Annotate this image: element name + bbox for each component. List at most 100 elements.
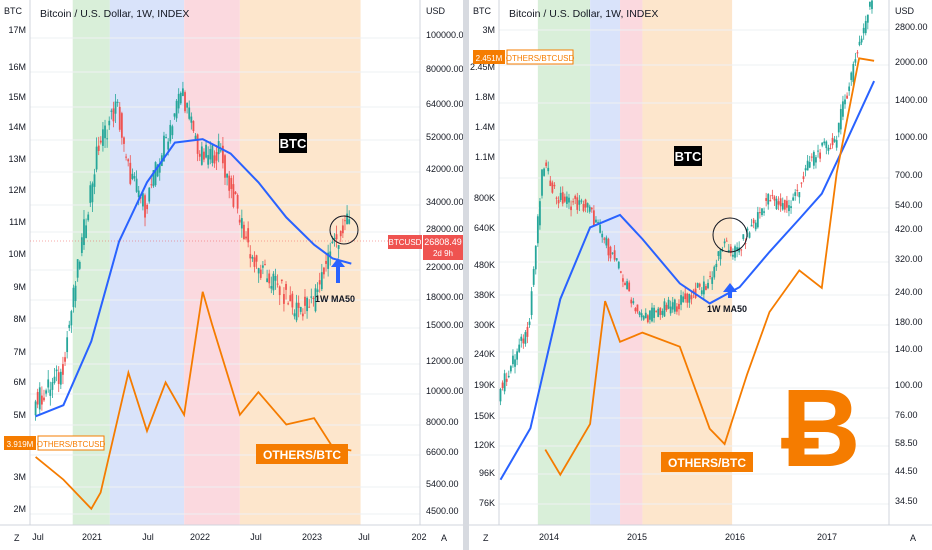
others-label: OTHERS/BTC bbox=[668, 456, 746, 470]
candle-body bbox=[690, 295, 693, 300]
right-chart-panel[interactable]: 3M 2.45M 1.8M 1.4M 1.1M 800K 640K 480K 380K 300K 2… bbox=[469, 0, 932, 550]
candle-body bbox=[661, 310, 664, 315]
candle-body bbox=[729, 246, 732, 254]
candle-body bbox=[226, 173, 229, 178]
candle-body bbox=[590, 207, 593, 210]
others-name-tag bbox=[506, 49, 574, 65]
right-tick-label: 34000.00 bbox=[426, 197, 463, 207]
left-chart[interactable]: 17M16M15M14M13M12M11M10M9M8M7M6M5M4M3M2M… bbox=[0, 0, 463, 550]
left-corner-badge[interactable]: Z bbox=[14, 533, 20, 543]
candle-body bbox=[133, 176, 136, 179]
candle-body bbox=[727, 249, 730, 253]
right-tick-label: 64000.00 bbox=[426, 99, 463, 109]
candle-body bbox=[188, 107, 191, 119]
candle-body bbox=[829, 148, 832, 150]
candle-body bbox=[802, 176, 805, 180]
candle-body bbox=[576, 197, 579, 210]
candle-body bbox=[638, 312, 641, 315]
candle-body bbox=[649, 310, 651, 320]
left-tick-label: 6M bbox=[13, 377, 26, 387]
candle-body bbox=[108, 120, 111, 126]
panel-divider[interactable] bbox=[463, 0, 469, 550]
candle-body bbox=[555, 197, 558, 199]
candle-body bbox=[592, 210, 595, 226]
candle-body bbox=[705, 286, 707, 290]
candle-body bbox=[566, 196, 568, 204]
candle-body bbox=[112, 108, 115, 122]
x-tick-label: 2014 bbox=[539, 532, 559, 542]
right-axis-unit: USD bbox=[895, 6, 915, 16]
candle-body bbox=[278, 286, 281, 296]
right-tick-label: 58.50 bbox=[895, 438, 918, 448]
candle-body bbox=[289, 295, 292, 302]
candle-body bbox=[257, 268, 260, 274]
left-tick-label: 2.45M bbox=[470, 62, 495, 72]
highlight-circle bbox=[712, 217, 748, 253]
candle-body bbox=[792, 197, 795, 201]
candle-body bbox=[740, 249, 743, 251]
candle-body bbox=[871, 0, 873, 10]
others-value-tag bbox=[473, 50, 505, 64]
candle-body bbox=[118, 106, 121, 130]
candle-body bbox=[723, 241, 726, 244]
candle-body bbox=[255, 255, 258, 262]
candle-body bbox=[228, 175, 231, 191]
left-axis-unit: BTC bbox=[4, 6, 23, 16]
candle-body bbox=[686, 293, 689, 303]
candle-body bbox=[570, 206, 572, 211]
candle-body bbox=[266, 278, 268, 283]
candle-body bbox=[158, 163, 161, 173]
candle-body bbox=[765, 198, 768, 201]
candle-body bbox=[659, 307, 662, 315]
left-corner-badge[interactable]: Z bbox=[483, 533, 489, 543]
candle-body bbox=[95, 146, 98, 170]
price-tag-value-box bbox=[423, 235, 463, 260]
candle-body bbox=[129, 162, 132, 184]
others-value-text: 2.451M bbox=[476, 54, 503, 63]
candle-body bbox=[597, 222, 599, 224]
candle-body bbox=[287, 303, 290, 305]
right-tick-label: 34.50 bbox=[895, 496, 918, 506]
ma-arrow-head bbox=[331, 258, 345, 267]
candle-body bbox=[819, 152, 821, 159]
candle-body bbox=[207, 155, 210, 165]
candle-body bbox=[49, 389, 52, 396]
candle-body bbox=[123, 137, 125, 144]
left-tick-label: 10M bbox=[8, 249, 26, 259]
right-corner-badge[interactable]: A bbox=[910, 533, 916, 543]
candle-body bbox=[549, 180, 552, 187]
candle-body bbox=[268, 273, 271, 284]
candle-body bbox=[40, 395, 43, 405]
candle-body bbox=[601, 233, 604, 238]
candle-body bbox=[561, 192, 564, 204]
candle-body bbox=[653, 307, 655, 318]
candle-body bbox=[678, 303, 680, 310]
left-tick-label: 640K bbox=[474, 223, 495, 233]
right-tick-label: 320.00 bbox=[895, 254, 923, 264]
candle-body bbox=[341, 225, 344, 234]
right-tick-label: 18000.00 bbox=[426, 292, 463, 302]
candle-body bbox=[219, 150, 222, 152]
candle-body bbox=[624, 283, 626, 286]
x-tick-label: Jul bbox=[250, 532, 262, 542]
left-tick-label: 3M bbox=[13, 472, 26, 482]
candle-body bbox=[632, 301, 635, 304]
candle-body bbox=[835, 140, 838, 148]
candle-body bbox=[325, 260, 327, 264]
chart-title: Bitcoin / U.S. Dollar, 1W, INDEX bbox=[40, 8, 189, 20]
candle-body bbox=[796, 189, 799, 191]
right-chart[interactable]: 3M 2.45M 1.8M 1.4M 1.1M 800K 640K 480K 380K 300K 2… bbox=[469, 0, 932, 550]
candle-body bbox=[53, 376, 56, 383]
candle-body bbox=[862, 27, 865, 34]
candle-body bbox=[584, 199, 587, 208]
candle-body bbox=[194, 135, 197, 140]
candle-body bbox=[572, 201, 575, 203]
candle-body bbox=[605, 237, 608, 246]
candle-body bbox=[247, 228, 250, 243]
candle-body bbox=[611, 252, 614, 254]
right-corner-badge[interactable]: A bbox=[441, 533, 447, 543]
bitcoin-logo-glyph: Ƀ bbox=[781, 367, 860, 490]
left-chart-panel[interactable]: 17M16M15M14M13M12M11M10M9M8M7M6M5M4M3M2M… bbox=[0, 0, 463, 550]
candle-body bbox=[196, 134, 199, 154]
right-tick-label: 52000.00 bbox=[426, 132, 463, 142]
